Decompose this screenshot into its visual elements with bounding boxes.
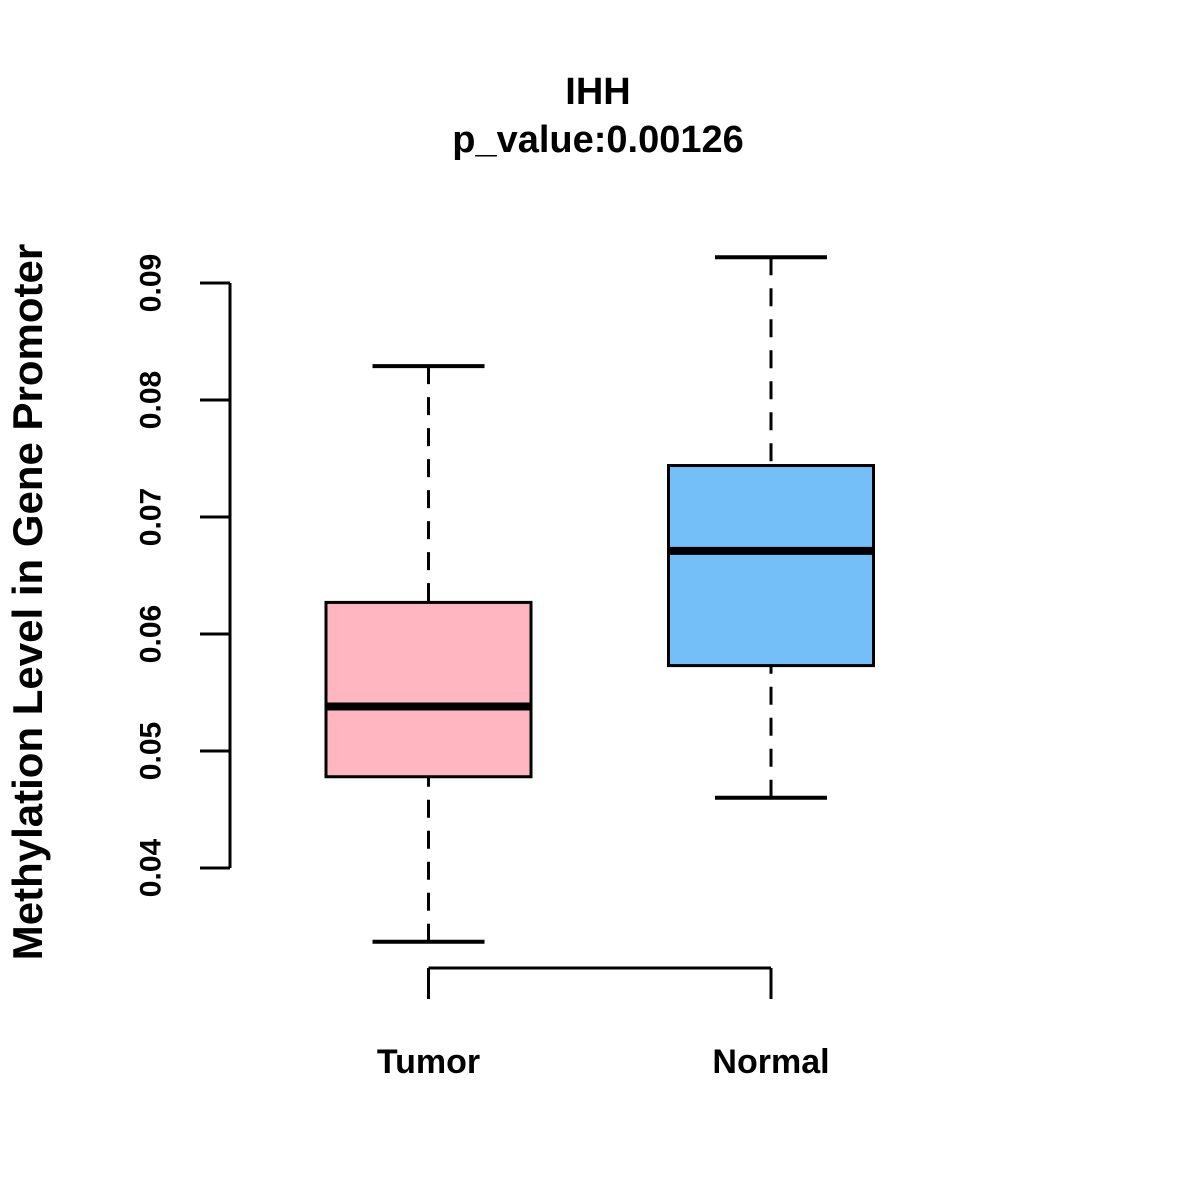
y-tick-label-0-09: 0.09 [135, 254, 168, 312]
y-tick-label-0-07: 0.07 [135, 488, 168, 546]
chart-geometry [200, 255, 875, 999]
x-label-normal: Normal [712, 1043, 829, 1081]
x-label-tumor: Tumor [377, 1043, 480, 1081]
y-tick-label-0-05: 0.05 [135, 722, 168, 780]
box-tumor [324, 600, 533, 779]
y-tick-label-0-04: 0.04 [135, 838, 168, 897]
box-normal [667, 464, 875, 668]
y-axis-title: Methylation Level in Gene Promoter [4, 244, 51, 960]
y-tick-label-0-06: 0.06 [135, 605, 168, 663]
chart-subtitle: p_value:0.00126 [452, 119, 744, 161]
y-tick-label-0-08: 0.08 [135, 371, 168, 429]
chart-title: IHH [565, 71, 630, 113]
